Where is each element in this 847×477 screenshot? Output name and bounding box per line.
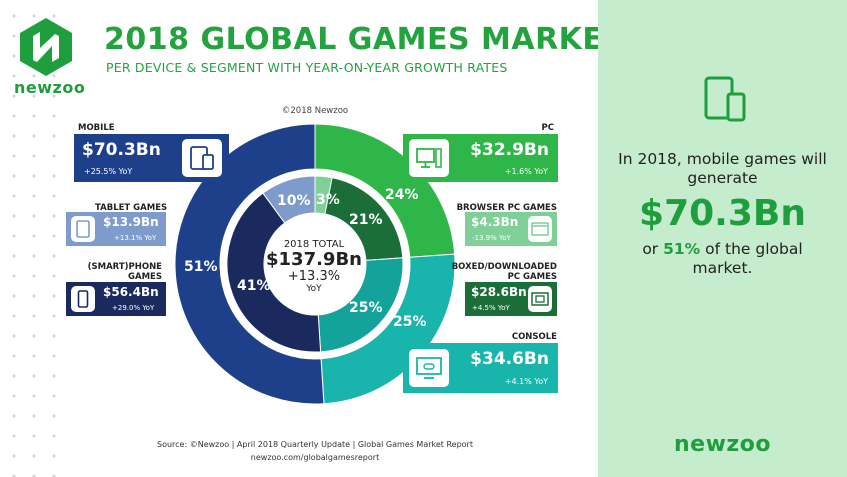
smartphone-title-line1: (SMART)PHONE [87, 262, 162, 272]
newzoo-logo-text: newzoo [14, 78, 86, 97]
desktop-pc-icon [409, 139, 449, 177]
copyright-note: ©2018 Newzoo [281, 106, 349, 116]
console-value: $34.6Bn [470, 349, 549, 369]
inner-pct-tablet: 10% [277, 193, 311, 209]
tv-gamepad-icon [409, 349, 449, 387]
smartphone-title-line2: GAMES [128, 272, 162, 282]
tablet-title: TABLET GAMES [95, 203, 168, 213]
dot-pattern [0, 0, 60, 477]
browser-growth: -13.9% YoY [472, 234, 511, 242]
center-total-growth-label: YoY [306, 284, 322, 294]
tablet-icon [71, 216, 95, 242]
boxed-callout: $28.6Bn +4.5% YoY [465, 282, 557, 316]
summary-line2: or 51% of the global market. [610, 240, 835, 278]
boxed-value: $28.6Bn [471, 285, 527, 299]
browser-value: $4.3Bn [471, 215, 519, 229]
outer-pct-pc: 24% [385, 187, 419, 203]
summary-line2-highlight: 51% [663, 240, 701, 258]
mobile-title: MOBILE [78, 123, 115, 133]
summary-big-value: $70.3Bn [639, 193, 806, 234]
tablet-growth: +13.1% YoY [114, 234, 157, 242]
inner-ring-slice-tablet-games [262, 175, 316, 224]
donut-chart [174, 123, 456, 405]
summary-line2-suffix: of the global market. [692, 240, 803, 277]
inner-pct-console: 25% [349, 300, 383, 316]
console-growth: +4.1% YoY [504, 377, 548, 386]
outer-ring-slice-mobile [174, 123, 325, 405]
summary-panel [598, 0, 847, 477]
mobile-devices-icon [704, 76, 746, 122]
boxed-growth: +4.5% YoY [472, 304, 510, 312]
smartphone-growth: +29.0% YoY [112, 304, 155, 312]
boxed-title: BOXED/DOWNLOADED PC GAMES [440, 262, 557, 282]
mobile-callout: $70.3Bn +25.5% YoY [74, 134, 229, 182]
newzoo-logo-icon [20, 18, 72, 76]
summary-line1: In 2018, mobile games will generate [618, 150, 827, 187]
browser-icon [528, 216, 552, 242]
tablet-callout: $13.9Bn +13.1% YoY [66, 212, 166, 246]
smartphone-value: $56.4Bn [103, 285, 159, 299]
summary-line2-prefix: or [642, 240, 659, 258]
chart-subtitle: PER DEVICE & SEGMENT WITH YEAR-ON-YEAR G… [106, 60, 508, 75]
center-total-growth: +13.3% [287, 269, 341, 284]
boxed-title-line1: BOXED/DOWNLOADED [451, 262, 557, 272]
mobile-growth: +25.5% YoY [84, 167, 133, 176]
pc-title: PC [541, 123, 554, 133]
pc-growth: +1.6% YoY [504, 167, 548, 176]
chart-title: 2018 GLOBAL GAMES MARKET [104, 22, 625, 57]
outer-pct-mobile: 51% [184, 259, 218, 275]
source-note: Source: ©Newzoo | April 2018 Quarterly U… [157, 440, 473, 449]
mobile-devices-icon [182, 139, 222, 177]
boxed-game-icon [528, 286, 552, 312]
inner-pct-browser: 3% [316, 192, 340, 208]
mobile-value: $70.3Bn [82, 140, 161, 160]
boxed-title-line2: PC GAMES [507, 272, 557, 282]
center-total: 2018 TOTAL $137.9Bn +13.3% YoY [263, 239, 365, 294]
inner-ring-slice-smart-phone-games [226, 192, 322, 353]
smartphone-callout: $56.4Bn +29.0% YoY [66, 282, 166, 316]
inner-pct-smartphone: 41% [237, 278, 271, 294]
inner-pct-boxed: 21% [349, 212, 383, 228]
browser-callout: $4.3Bn -13.9% YoY [465, 212, 557, 246]
source-url: newzoo.com/globalgamesreport [250, 453, 380, 462]
outer-pct-console: 25% [393, 314, 427, 330]
console-title: CONSOLE [511, 332, 557, 342]
center-total-label: 2018 TOTAL [283, 239, 345, 250]
pc-value: $32.9Bn [470, 140, 549, 160]
console-callout: $34.6Bn +4.1% YoY [403, 343, 558, 393]
panel-newzoo-logo: newzoo [674, 432, 771, 457]
browser-title: BROWSER PC GAMES [456, 203, 557, 213]
pc-callout: $32.9Bn +1.6% YoY [403, 134, 558, 182]
smartphone-icon [71, 286, 95, 312]
smartphone-title: (SMART)PHONE GAMES [70, 262, 162, 282]
center-total-value: $137.9Bn [266, 249, 362, 270]
tablet-value: $13.9Bn [103, 215, 159, 229]
